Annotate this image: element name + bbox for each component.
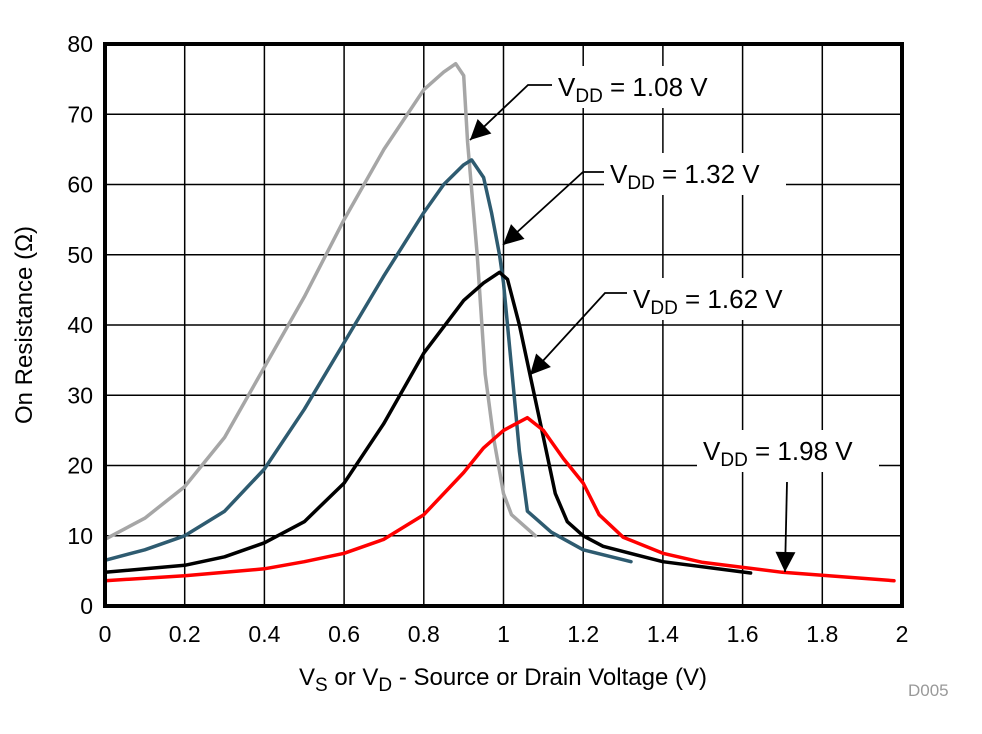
- series-line-4: [103, 415, 896, 583]
- x-tick-labels: 0 0.2 0.4 0.6 0.8 1 1.2 1.4 1.6 1.8 2: [99, 621, 909, 647]
- annotation-label-bg: [604, 153, 786, 195]
- y-tick-label: 0: [80, 593, 93, 619]
- annotation-leader: [469, 84, 553, 141]
- x-tick-label: 2: [896, 621, 909, 647]
- series-line-3: [103, 270, 753, 575]
- y-tick-label: 30: [67, 382, 93, 408]
- x-tick-label: 1: [497, 621, 510, 647]
- y-tick-label: 60: [67, 172, 93, 198]
- y-axis-label: On Resistance (Ω): [11, 226, 38, 424]
- x-tick-label: 0.4: [248, 621, 280, 647]
- x-tick-label: 0: [99, 621, 112, 647]
- arrow-head-icon: [470, 118, 492, 140]
- series-line-2: [103, 158, 633, 564]
- arrow-head-icon: [530, 353, 551, 375]
- annotation-label-2: VDD = 1.32 V: [610, 159, 760, 194]
- plot-frame: [103, 42, 904, 608]
- annotation-label-bg: [697, 430, 879, 472]
- y-tick-label: 70: [67, 101, 93, 127]
- y-tick-label: 10: [67, 523, 93, 549]
- arrow-head-icon: [503, 224, 525, 245]
- series-line-1: [103, 61, 538, 542]
- x-tick-label: 1.2: [567, 621, 599, 647]
- annotation-label-4: VDD = 1.98 V: [703, 436, 853, 471]
- x-tick-label: 1.8: [806, 621, 838, 647]
- y-tick-label: 80: [67, 31, 93, 57]
- grid: [104, 43, 903, 607]
- x-tick-label: 1.6: [727, 621, 759, 647]
- y-tick-label: 20: [67, 453, 93, 479]
- y-tick-label: 40: [67, 312, 93, 338]
- series-lines: [103, 61, 896, 583]
- arrow-head-icon: [775, 551, 796, 572]
- annotation-leader: [529, 292, 629, 376]
- annotation-leader: [502, 171, 605, 246]
- annotation-label-bg: [627, 278, 809, 320]
- annotation-label-3: VDD = 1.62 V: [633, 284, 783, 319]
- x-tick-label: 0.2: [169, 621, 201, 647]
- annotation-label-1: VDD = 1.08 V: [558, 72, 708, 107]
- x-tick-label: 0.8: [408, 621, 440, 647]
- y-tick-label: 50: [67, 242, 93, 268]
- y-tick-labels: 0 10 20 30 40 50 60 70 80: [67, 31, 93, 619]
- x-tick-label: 1.4: [647, 621, 679, 647]
- annotation-label-bg: [552, 66, 734, 108]
- annotations: VDD = 1.08 V VDD = 1.32 V VDD = 1.62 V VDD …: [469, 66, 879, 573]
- figure-code: D005: [908, 681, 949, 700]
- x-axis-label: VS or VD - Source or Drain Voltage (V): [299, 664, 707, 696]
- x-tick-label: 0.6: [328, 621, 360, 647]
